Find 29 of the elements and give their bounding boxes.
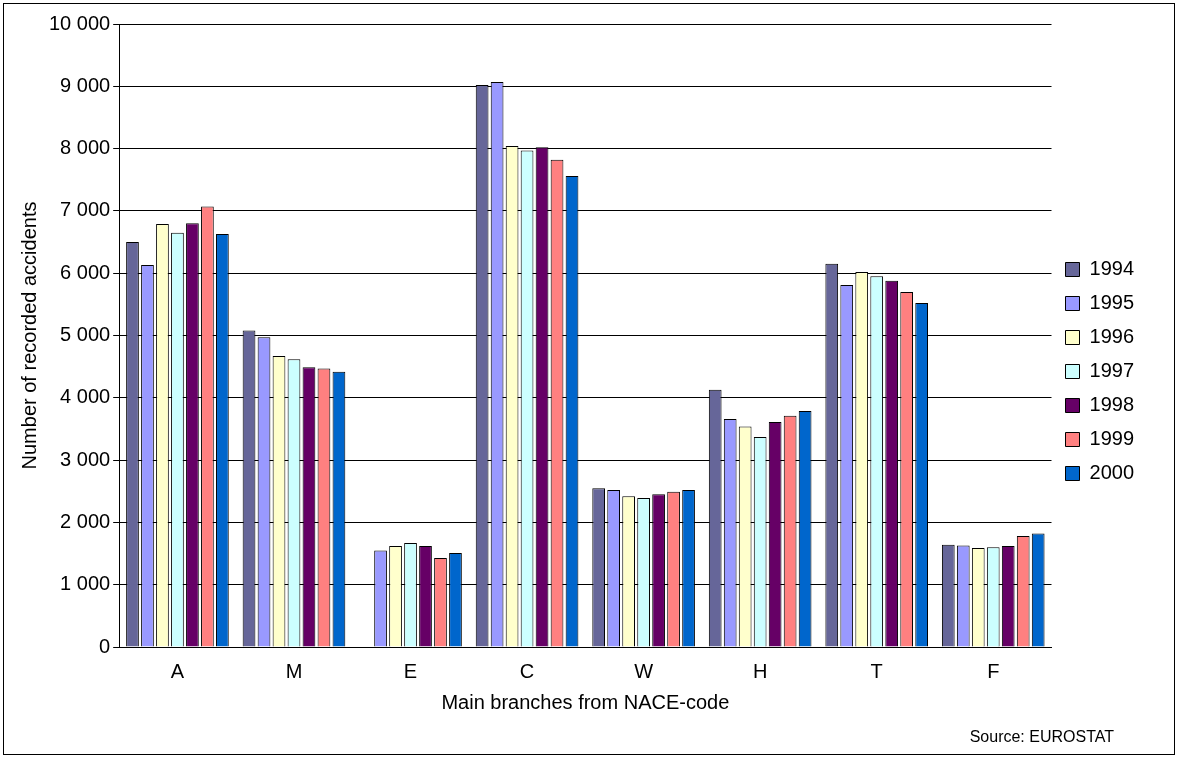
- legend-label: 1995: [1089, 291, 1135, 314]
- y-tick-label: 0: [99, 634, 111, 657]
- x-tick-label: E: [403, 659, 418, 682]
- x-tick-label: C: [519, 659, 535, 682]
- y-tick-label: 4 000: [60, 385, 111, 408]
- legend-label: 1997: [1089, 359, 1135, 382]
- x-tick-label: A: [170, 659, 185, 682]
- y-axis-title: Number of recorded accidents: [17, 201, 40, 470]
- y-tick-label: 6 000: [60, 260, 111, 283]
- y-tick-label: 1 000: [60, 572, 111, 595]
- y-tick-label: 2 000: [60, 509, 111, 532]
- y-tick-label: 8 000: [60, 136, 111, 159]
- legend-label: 1999: [1089, 427, 1135, 450]
- y-tick-label: 3 000: [60, 447, 111, 470]
- x-tick-label: M: [285, 659, 303, 682]
- legend-label: 1996: [1089, 325, 1135, 348]
- x-tick-label: F: [987, 659, 1000, 682]
- y-tick-label: 10 000: [49, 11, 111, 34]
- legend-label: 1994: [1089, 257, 1135, 280]
- y-tick-label: 9 000: [60, 73, 111, 96]
- x-tick-label: W: [634, 659, 654, 682]
- source-note: Source: EUROSTAT: [969, 728, 1114, 746]
- y-tick-label: 5 000: [60, 323, 111, 346]
- x-tick-label: H: [752, 659, 768, 682]
- legend-label: 2000: [1089, 461, 1135, 484]
- y-tick-label: 7 000: [60, 198, 111, 221]
- legend-label: 1998: [1089, 393, 1135, 416]
- x-tick-label: T: [870, 659, 883, 682]
- x-axis-title: Main branches from NACE-code: [441, 690, 730, 713]
